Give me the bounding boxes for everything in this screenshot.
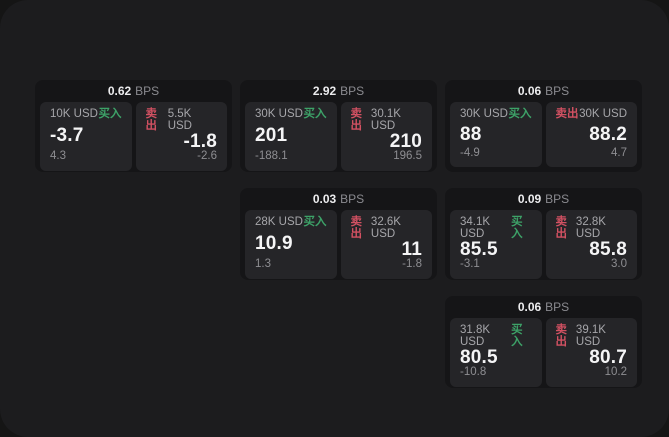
- bps-value: 0.09: [517, 192, 542, 206]
- bps-value: 0.62: [107, 84, 132, 98]
- buy-side-label: 买入: [511, 324, 523, 348]
- buy-panel[interactable]: 34.1K USD 买入 85.5 -3.1: [450, 210, 542, 279]
- buy-amount: 34.1K USD: [460, 216, 491, 240]
- buy-change: -188.1: [255, 150, 288, 162]
- quote-card: 2.92 BPS 30K USD 买入 201 -188.1: [240, 80, 437, 172]
- sell-amount: 32.8K USD: [575, 216, 606, 240]
- buy-change: -3.1: [460, 258, 480, 270]
- buy-price: 80.5: [460, 347, 498, 368]
- buy-side-label: 买入: [98, 108, 122, 120]
- quote-card: 0.03 BPS 28K USD 买入 10.9 1.3: [240, 188, 437, 280]
- card-body: 30K USD 买入 88 -4.9 卖出 30K USD: [445, 102, 642, 172]
- sell-change: -1.8: [402, 258, 422, 270]
- buy-side-label: 买入: [303, 108, 327, 120]
- card-body: 28K USD 买入 10.9 1.3 卖出 32.6K USD: [240, 210, 437, 284]
- bps-unit: BPS: [340, 192, 365, 206]
- sell-panel[interactable]: 卖出 30K USD 88.2 4.7: [545, 102, 637, 167]
- sell-side-label: 卖出: [555, 324, 568, 348]
- sell-price: 210: [389, 131, 422, 152]
- bps-value: 0.06: [517, 84, 542, 98]
- buy-side-label: 买入: [508, 108, 532, 120]
- sell-side-label: 卖出: [145, 108, 158, 132]
- card-header: 0.03 BPS: [240, 188, 437, 210]
- bps-value: 2.92: [312, 84, 337, 98]
- card-header: 0.09 BPS: [445, 188, 642, 210]
- card-body: 30K USD 买入 201 -188.1 卖出 30.1K USD: [240, 102, 437, 176]
- bps-unit: BPS: [545, 192, 570, 206]
- buy-amount: 30K USD: [255, 108, 303, 120]
- card-header: 0.06 BPS: [445, 80, 642, 102]
- sell-change: 3.0: [611, 258, 627, 270]
- sell-change: 4.7: [611, 146, 627, 159]
- card-header: 2.92 BPS: [240, 80, 437, 102]
- quote-card: 0.09 BPS 34.1K USD 买入 85.5 -3.1: [445, 188, 642, 280]
- sell-amount: 5.5K USD: [167, 108, 192, 132]
- card-header: 0.06 BPS: [445, 296, 642, 318]
- buy-side-label: 买入: [511, 216, 523, 240]
- sell-side-label: 卖出: [350, 108, 363, 132]
- sell-panel[interactable]: 卖出 32.8K USD 85.8 3.0: [545, 210, 637, 279]
- sell-panel[interactable]: 卖出 32.6K USD 11 -1.8: [340, 210, 432, 279]
- sell-price: 11: [401, 239, 422, 260]
- bps-value: 0.06: [517, 300, 542, 314]
- sell-price: 88.2: [589, 123, 627, 145]
- buy-panel[interactable]: 31.8K USD 买入 80.5 -10.8: [450, 318, 542, 387]
- buy-panel[interactable]: 30K USD 买入 88 -4.9: [450, 102, 542, 167]
- sell-amount: 30.1K USD: [370, 108, 401, 132]
- card-body: 34.1K USD 买入 85.5 -3.1 卖出 32.8K USD: [445, 210, 642, 284]
- buy-side-label: 买入: [303, 216, 327, 228]
- card-body: 31.8K USD 买入 80.5 -10.8 卖出 39.1K USD: [445, 318, 642, 392]
- sell-panel[interactable]: 卖出 5.5K USD -1.8 -2.6: [135, 102, 227, 171]
- sell-change: 10.2: [604, 366, 627, 378]
- card-header: 0.62 BPS: [35, 80, 232, 102]
- sell-side-label: 卖出: [555, 216, 568, 240]
- bps-unit: BPS: [545, 84, 570, 98]
- sell-side-label: 卖出: [350, 216, 363, 240]
- buy-amount: 28K USD: [255, 216, 303, 228]
- buy-price: 201: [255, 125, 288, 147]
- buy-amount: 10K USD: [50, 108, 98, 120]
- sell-change: -2.6: [197, 150, 217, 162]
- sell-price: -1.8: [183, 131, 217, 152]
- sell-panel[interactable]: 卖出 30.1K USD 210 196.5: [340, 102, 432, 171]
- bps-value: 0.03: [312, 192, 337, 206]
- buy-change: 1.3: [255, 258, 271, 270]
- bps-unit: BPS: [135, 84, 160, 98]
- buy-price: -3.7: [50, 125, 84, 147]
- sell-panel[interactable]: 卖出 39.1K USD 80.7 10.2: [545, 318, 637, 387]
- buy-change: 4.3: [50, 150, 66, 162]
- card-body: 10K USD 买入 -3.7 4.3 卖出 5.5K USD: [35, 102, 232, 176]
- quote-card: 0.06 BPS 30K USD 买入 88 -4.9: [445, 80, 642, 172]
- buy-price: 85.5: [460, 239, 498, 260]
- buy-amount: 31.8K USD: [460, 324, 491, 348]
- sell-price: 80.7: [589, 347, 627, 368]
- buy-panel[interactable]: 10K USD 买入 -3.7 4.3: [40, 102, 132, 171]
- sell-amount: 32.6K USD: [370, 216, 401, 240]
- sell-side-label: 卖出: [555, 108, 579, 120]
- sell-amount: 30K USD: [579, 108, 627, 120]
- sell-price: 85.8: [589, 239, 627, 260]
- quote-card: 0.62 BPS 10K USD 买入 -3.7 4.3: [35, 80, 232, 172]
- sell-amount: 39.1K USD: [575, 324, 606, 348]
- buy-price: 10.9: [255, 233, 293, 255]
- bps-unit: BPS: [340, 84, 365, 98]
- quote-card: 0.06 BPS 31.8K USD 买入 80.5 -10.8: [445, 296, 642, 388]
- buy-panel[interactable]: 28K USD 买入 10.9 1.3: [245, 210, 337, 279]
- quotes-grid: 0.62 BPS 10K USD 买入 -3.7 4.3: [35, 80, 642, 388]
- buy-change: -4.9: [460, 146, 480, 159]
- buy-change: -10.8: [460, 366, 487, 378]
- buy-amount: 30K USD: [460, 108, 508, 120]
- buy-price: 88: [460, 123, 482, 145]
- sell-change: 196.5: [393, 150, 422, 162]
- bps-unit: BPS: [545, 300, 570, 314]
- buy-panel[interactable]: 30K USD 买入 201 -188.1: [245, 102, 337, 171]
